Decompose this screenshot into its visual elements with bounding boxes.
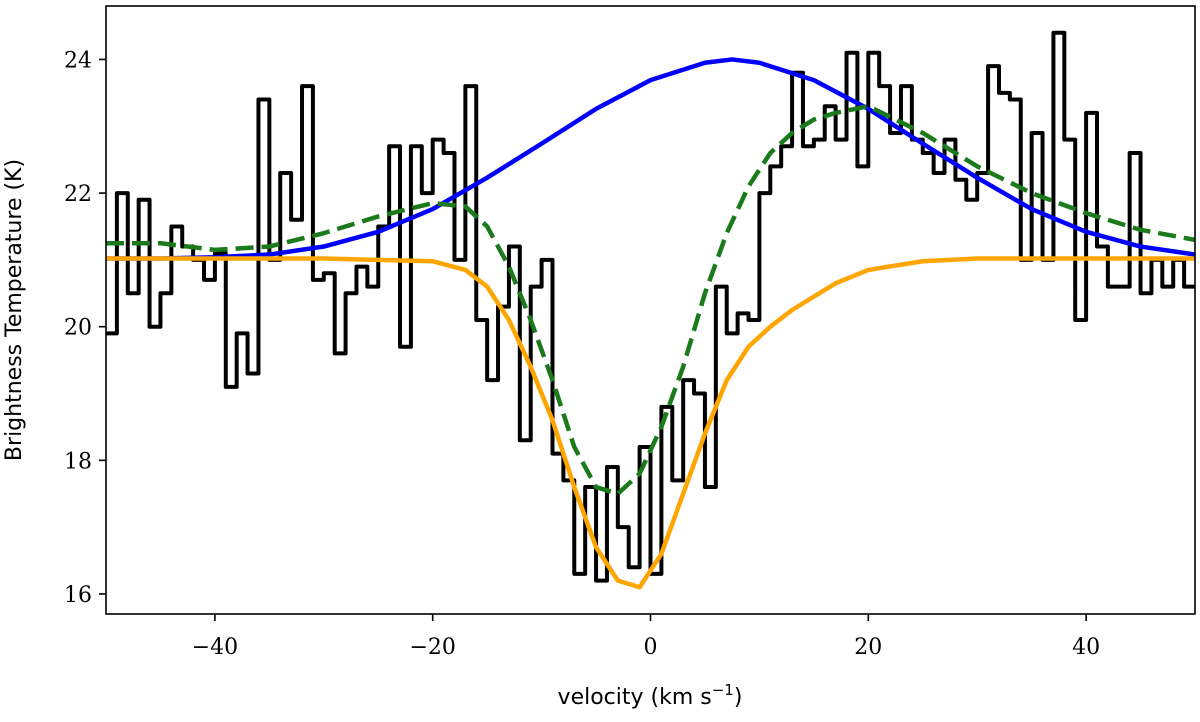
x-tick-label: −20 bbox=[409, 635, 455, 660]
x-tick-label: 40 bbox=[1072, 635, 1100, 660]
y-tick-label: 18 bbox=[64, 449, 92, 474]
y-axis-label: Brightness Temperature (K) bbox=[2, 159, 27, 461]
x-axis-label: velocity (km s−1) bbox=[558, 681, 743, 710]
y-tick-label: 16 bbox=[64, 583, 92, 608]
absorption-model-line bbox=[106, 256, 1195, 590]
emission-model-line bbox=[106, 57, 1195, 261]
y-axis-ticks: 16 18 20 22 24 bbox=[64, 48, 106, 608]
y-tick-label: 24 bbox=[64, 48, 92, 73]
x-axis-label-end: ) bbox=[734, 685, 743, 710]
x-tick-label: 0 bbox=[644, 635, 658, 660]
x-axis-label-superscript: −1 bbox=[712, 681, 734, 699]
x-axis-label-main: velocity (km s bbox=[558, 685, 712, 710]
x-tick-label: −40 bbox=[192, 635, 238, 660]
y-tick-label: 20 bbox=[64, 316, 92, 341]
series-layer bbox=[106, 30, 1195, 590]
combined-model-line bbox=[106, 103, 1195, 496]
y-tick-label: 22 bbox=[64, 182, 92, 207]
x-axis-ticks: −40 −20 0 20 40 bbox=[192, 614, 1100, 660]
x-tick-label: 20 bbox=[854, 635, 882, 660]
